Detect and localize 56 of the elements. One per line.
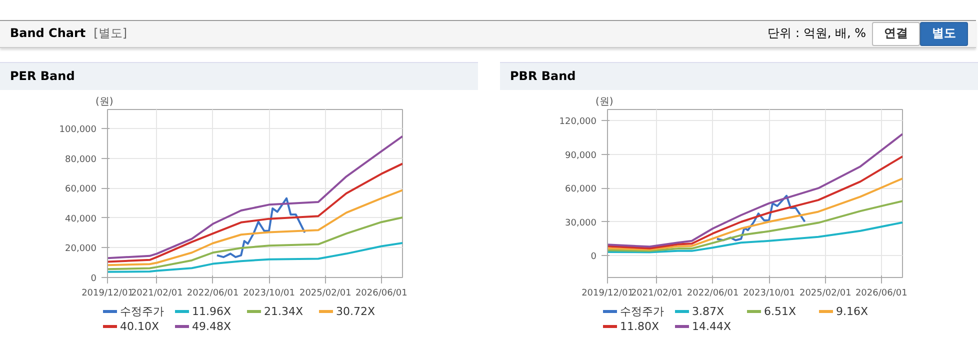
legend-label: 14.44X	[692, 318, 732, 334]
legend-label: 6.51X	[764, 304, 796, 320]
y-tick-label: 0	[590, 252, 597, 262]
line-series	[108, 162, 402, 263]
legend-label: 21.34X	[264, 304, 304, 320]
line-series	[608, 178, 902, 251]
line-series	[108, 216, 402, 270]
x-tick-label: 2019/12/01	[82, 288, 134, 298]
legend-label: 11.80X	[620, 318, 660, 334]
line-series	[608, 133, 902, 248]
line-series	[108, 135, 402, 260]
line-series	[608, 200, 902, 252]
y-tick-label: 60,000	[565, 184, 597, 195]
x-tick-label: 2021/02/01	[630, 288, 683, 298]
line-series	[608, 221, 902, 254]
x-tick-label: 2026/06/01	[355, 288, 408, 298]
y-tick-label: 40,000	[65, 214, 97, 224]
legend-label: 49.48X	[192, 318, 232, 334]
x-tick-label: 2025/02/01	[799, 288, 852, 298]
y-tick-label: 0	[90, 274, 97, 284]
x-tick-label: 2025/02/01	[299, 288, 352, 298]
y-tick-label: 60,000	[65, 184, 97, 195]
legend-label: 11.96X	[192, 304, 232, 320]
chart-title: PBR Band	[500, 62, 978, 90]
legend-label: 40.10X	[120, 318, 160, 334]
y-tick-label: 120,000	[559, 117, 597, 128]
y-tick-label: 30,000	[565, 218, 597, 228]
line-series	[108, 242, 402, 273]
y-axis-title: (원)	[596, 96, 614, 108]
text: 단위 : 억원, 배, %	[768, 26, 866, 40]
x-tick-label: 2019/12/01	[582, 288, 634, 298]
x-tick-label: 2022/06/01	[186, 288, 239, 298]
text: 별도	[920, 22, 968, 46]
x-tick-label: 2023/10/01	[243, 288, 295, 298]
line-series	[608, 155, 902, 250]
legend-label: 9.16X	[836, 304, 868, 320]
line-series	[216, 197, 306, 258]
legend-label: 수정주가	[620, 304, 664, 320]
line-series	[716, 194, 806, 242]
legend-label: 30.72X	[336, 304, 376, 320]
y-tick-label: 90,000	[565, 150, 597, 161]
y-tick-label: 80,000	[65, 154, 97, 165]
text: [별도]	[94, 26, 128, 40]
legend-label: 수정주가	[120, 304, 164, 320]
y-axis-title: (원)	[96, 96, 114, 108]
text: 연결	[872, 22, 920, 46]
y-tick-label: 20,000	[65, 244, 97, 254]
x-tick-label: 2023/10/01	[743, 288, 795, 298]
x-tick-label: 2026/06/01	[855, 288, 908, 298]
x-tick-label: 2022/06/01	[686, 288, 739, 298]
text: Band Chart	[10, 26, 86, 40]
line-series	[108, 189, 402, 266]
legend-label: 3.87X	[692, 304, 724, 320]
y-tick-label: 100,000	[59, 125, 97, 136]
x-tick-label: 2021/02/01	[130, 288, 183, 298]
chart-title: PER Band	[0, 62, 478, 90]
